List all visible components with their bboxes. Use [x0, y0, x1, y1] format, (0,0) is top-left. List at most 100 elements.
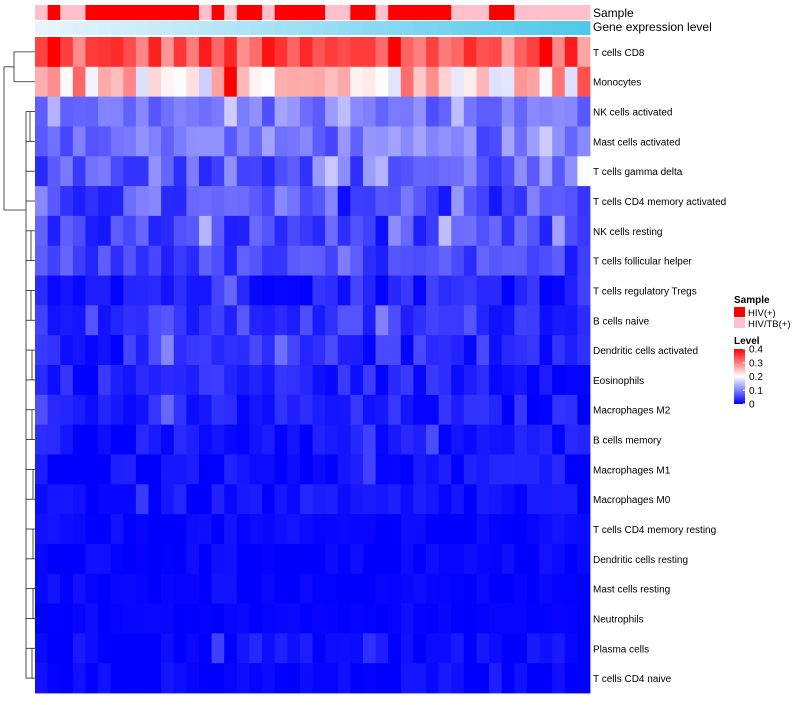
heatmap-cell	[135, 305, 149, 336]
sample-annotation-cell	[47, 5, 61, 20]
heatmap-cell	[299, 394, 313, 426]
heatmap-cell	[350, 335, 364, 366]
heatmap-cell	[60, 514, 74, 545]
heatmap-cell	[577, 245, 591, 276]
heatmap-cell	[236, 424, 250, 455]
heatmap-cell	[413, 514, 427, 545]
heatmap-cell	[72, 454, 86, 485]
legend-label-hiv: HIV(+)	[748, 308, 776, 319]
heatmap-cell	[72, 663, 86, 694]
sample-annotation-cell	[236, 5, 250, 20]
heatmap-cell	[312, 663, 326, 694]
heatmap-cell	[110, 215, 124, 247]
heatmap-cell	[262, 543, 276, 575]
heatmap-cell	[173, 484, 187, 515]
heatmap-cell	[501, 633, 515, 664]
heatmap-cell	[135, 156, 149, 187]
heatmap-cell	[211, 633, 225, 664]
heatmap-cell	[539, 37, 553, 68]
gene-expression-annotation-label: Gene expression level	[593, 20, 712, 34]
heatmap-cell	[337, 365, 351, 396]
heatmap-cell	[236, 633, 250, 664]
heatmap-cell	[274, 633, 288, 664]
heatmap-cell	[552, 633, 566, 664]
heatmap-cell	[375, 126, 389, 157]
heatmap-cell	[198, 663, 212, 694]
heatmap-cell	[47, 186, 61, 217]
legend-swatch-hiv-tb	[734, 318, 745, 328]
heatmap-cell	[426, 394, 440, 426]
heatmap-cell	[60, 245, 74, 276]
heatmap-cell	[362, 424, 376, 455]
heatmap-cell	[514, 543, 528, 575]
sample-annotation-cell	[362, 5, 376, 20]
heatmap-cell	[426, 365, 440, 396]
heatmap-cell	[501, 37, 515, 68]
heatmap-cell	[173, 394, 187, 426]
heatmap-cell	[85, 543, 99, 575]
heatmap-cell	[526, 424, 540, 455]
heatmap-cell	[312, 66, 326, 98]
heatmap-cell	[564, 454, 578, 485]
heatmap-cell	[577, 335, 591, 366]
heatmap-cell	[224, 484, 238, 515]
heatmap-cell	[325, 633, 339, 664]
heatmap-cell	[413, 394, 427, 426]
heatmap-cell	[463, 394, 477, 426]
heatmap-cell	[148, 663, 162, 694]
heatmap-cell	[501, 365, 515, 396]
heatmap-cell	[110, 543, 124, 575]
heatmap-cell	[476, 424, 490, 455]
sample-annotation-cell	[337, 5, 351, 20]
heatmap-cell	[98, 424, 112, 455]
heatmap-cell	[539, 394, 553, 426]
heatmap-cell	[362, 37, 376, 68]
heatmap-cell	[325, 186, 339, 217]
heatmap-cell	[426, 573, 440, 604]
heatmap-cell	[400, 66, 414, 98]
heatmap-cell	[249, 424, 263, 455]
heatmap-cell	[299, 573, 313, 604]
heatmap-cell	[186, 215, 200, 247]
heatmap-cell	[148, 215, 162, 247]
heatmap-cell	[173, 454, 187, 485]
heatmap-cell	[249, 335, 263, 366]
heatmap-cell	[186, 603, 200, 634]
gene-expression-cell	[463, 21, 477, 35]
heatmap-cell	[325, 394, 339, 426]
heatmap-cell	[577, 663, 591, 694]
heatmap-cell	[60, 484, 74, 515]
heatmap-cell	[489, 365, 503, 396]
heatmap-cell	[526, 633, 540, 664]
heatmap-cell	[426, 484, 440, 515]
heatmap-cell	[501, 305, 515, 336]
heatmap-cell	[72, 633, 86, 664]
heatmap-cell	[274, 215, 288, 247]
sample-annotation-cell	[72, 5, 86, 20]
heatmap-cell	[186, 484, 200, 515]
heatmap-cell	[98, 394, 112, 426]
heatmap-cell	[489, 37, 503, 68]
heatmap-cell	[426, 663, 440, 694]
heatmap-cell	[60, 96, 74, 127]
heatmap-cell	[98, 603, 112, 634]
gene-expression-cell	[526, 21, 540, 35]
heatmap-cell	[438, 126, 452, 157]
heatmap-cell	[60, 215, 74, 247]
heatmap-cell	[451, 573, 465, 604]
heatmap-cell	[186, 424, 200, 455]
heatmap-cell	[262, 603, 276, 634]
row-labels: T cells CD8 Monocytes NK cells activated Ma…	[593, 48, 726, 685]
heatmap-cell	[274, 126, 288, 157]
heatmap-cell	[110, 275, 124, 306]
heatmap-cell	[236, 365, 250, 396]
heatmap-cell	[388, 394, 402, 426]
heatmap-cell	[236, 96, 250, 127]
heatmap-cell	[463, 275, 477, 306]
gene-expression-cell	[426, 21, 440, 35]
row-label: T cells gamma delta	[593, 167, 683, 178]
heatmap-cell	[173, 37, 187, 68]
heatmap-cell	[501, 335, 515, 366]
heatmap-cell	[148, 335, 162, 366]
heatmap-cell	[135, 365, 149, 396]
